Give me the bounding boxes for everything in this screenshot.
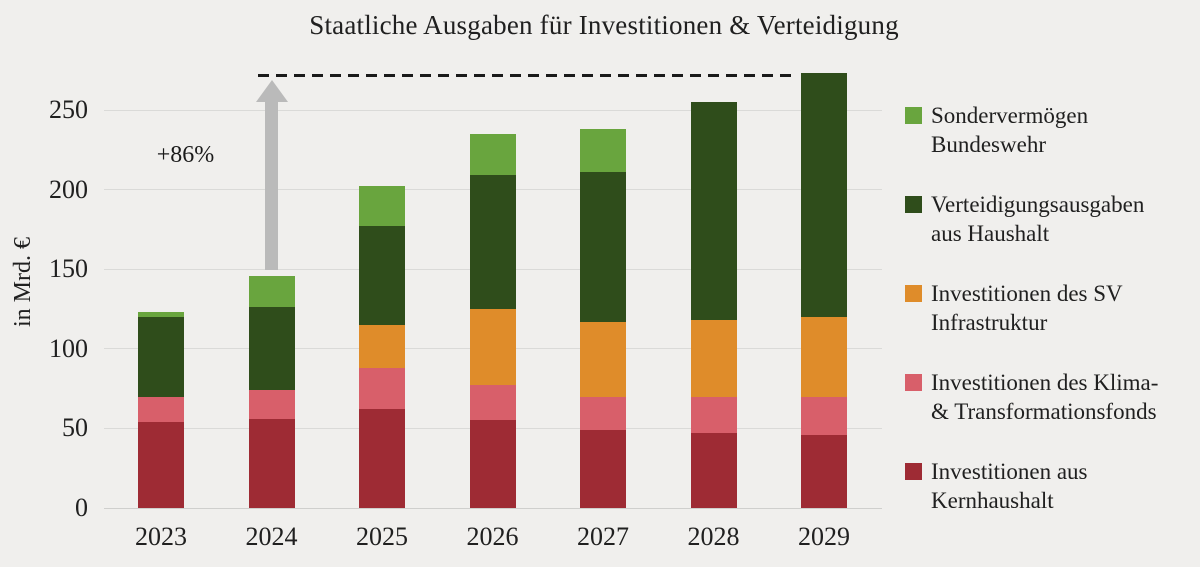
bar-segment (138, 312, 184, 317)
bar-segment (580, 429, 626, 508)
x-tick-label: 2023 (135, 522, 187, 551)
target-dashed-line (258, 73, 798, 77)
legend-item: Investitionen aus Kernhaushalt (905, 457, 1088, 515)
bar-segment (690, 433, 737, 508)
legend-swatch (905, 196, 922, 213)
legend-label: Investitionen aus Kernhaushalt (931, 459, 1088, 513)
y-tick-label: 250 (49, 95, 88, 124)
x-tick-label: 2026 (466, 522, 519, 551)
bar-segment (801, 434, 847, 508)
bar-segment (469, 309, 516, 386)
legend-label: Investitionen des Klima- & Transformatio… (931, 370, 1159, 424)
bar-segment (580, 321, 626, 397)
bar-segment (690, 102, 737, 321)
x-tick-label: 2025 (356, 522, 408, 551)
bar-segment (580, 172, 626, 322)
bar-segment (359, 186, 405, 227)
bar-segment (248, 275, 295, 308)
legend-item: Verteidigungsausgaben aus Haushalt (905, 190, 1144, 248)
bar-segment (469, 420, 516, 508)
legend-swatch (905, 107, 922, 124)
growth-arrow-shaft (265, 99, 278, 270)
x-tick-label: 2027 (577, 522, 629, 551)
bar-segment (801, 316, 847, 397)
gridline (104, 109, 882, 111)
legend-label: Sondervermögen Bundeswehr (931, 103, 1089, 157)
legend-item: Sondervermögen Bundeswehr (905, 101, 1088, 159)
x-tick-label: 2028 (687, 522, 740, 551)
bar-segment (580, 396, 626, 430)
growth-arrow-head (255, 79, 288, 102)
bar-segment (138, 396, 184, 423)
bar-segment (690, 396, 737, 434)
y-tick-label: 100 (49, 333, 88, 363)
x-tick-label: 2029 (798, 522, 850, 551)
bar-segment (469, 133, 516, 176)
legend-swatch (905, 463, 922, 480)
bar-segment (801, 73, 847, 317)
bar-segment (359, 324, 405, 368)
bar-segment (690, 320, 737, 397)
gridline (104, 507, 882, 509)
legend: Sondervermögen Bundeswehr Verteidigungsau… (905, 0, 1195, 567)
bar-segment (801, 396, 847, 435)
chart-title: Staatliche Ausgaben für Investitionen & … (309, 10, 899, 40)
legend-label: Verteidigungsausgaben aus Haushalt (931, 192, 1145, 246)
bar-segment (138, 422, 184, 508)
y-tick-label: 150 (49, 254, 88, 284)
legend-item: Investitionen des SV Infrastruktur (905, 279, 1123, 337)
y-tick-label: 200 (49, 174, 88, 204)
y-tick-label: 0 (75, 493, 88, 522)
legend-label: Investitionen des SV Infrastruktur (931, 281, 1123, 335)
bar-segment (138, 316, 184, 397)
y-tick-label: 50 (62, 413, 88, 443)
bar-segment (469, 175, 516, 309)
legend-item: Investitionen des Klima- & Transformatio… (905, 368, 1158, 426)
bar-segment (248, 307, 295, 391)
legend-swatch (905, 374, 922, 391)
bar-segment (248, 390, 295, 419)
growth-percentage-label: +86% (156, 142, 215, 168)
bar-segment (580, 129, 626, 173)
x-tick-label: 2024 (245, 522, 298, 551)
legend-swatch (905, 285, 922, 302)
bar-segment (359, 409, 405, 508)
bar-segment (248, 418, 295, 508)
bar-segment (359, 226, 405, 325)
bar-segment (359, 367, 405, 410)
bar-segment (469, 385, 516, 421)
